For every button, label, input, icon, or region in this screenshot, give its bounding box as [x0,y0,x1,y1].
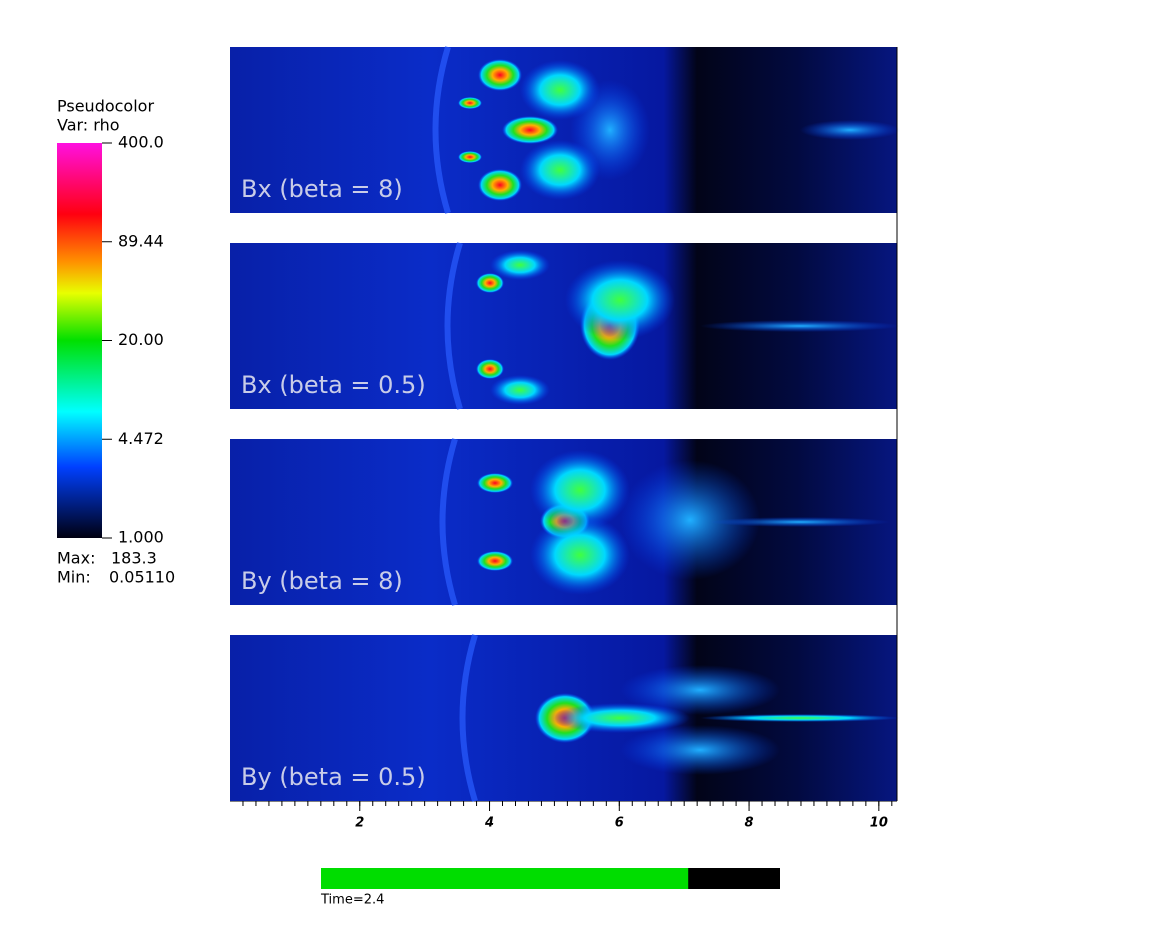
shock-front [459,634,478,802]
colorbar [57,143,102,538]
time-label: Time=2.4 [320,893,384,908]
density-feature [620,665,780,715]
legend-tick-label: 4.472 [118,429,164,448]
density-feature [530,515,630,595]
panel-label: Bx (beta = 8) [241,175,403,203]
density-feature [490,375,550,405]
shock-front [439,438,458,606]
legend-min-label: Min: [57,568,91,587]
density-feature [570,80,650,180]
panel: Bx (beta = 8) [230,46,900,243]
density-feature [476,273,504,293]
density-feature [700,320,900,332]
x-tick-label: 2 [355,816,364,831]
panel-label: By (beta = 0.5) [241,763,426,791]
legend-variable: Var: rho [57,116,120,135]
x-tick-label: 4 [484,816,494,831]
legend-tick-label: 1.000 [118,528,164,547]
density-feature [620,725,780,775]
x-tick-label: 10 [870,816,888,831]
legend-tick-label: 89.44 [118,231,164,250]
panel: By (beta = 8) [230,438,898,635]
legend-max: 183.3 [111,549,157,568]
x-tick-label: 6 [615,816,624,831]
legend-tick-label: 400.0 [118,133,164,152]
density-feature [502,116,558,144]
density-feature [477,551,513,571]
time-progress [321,868,689,889]
density-feature [565,260,675,340]
density-feature [710,517,890,527]
density-feature [458,151,482,163]
density-feature [476,359,504,379]
density-feature [800,120,900,140]
density-feature [478,59,522,91]
density-feature [477,473,513,493]
density-feature [530,450,630,530]
density-feature [620,460,760,580]
density-feature [700,714,900,722]
shock-front [444,242,463,410]
panel: By (beta = 0.5) [230,634,900,802]
panel-label: Bx (beta = 0.5) [241,371,426,399]
x-tick-label: 8 [745,816,754,831]
legend-tick-label: 20.00 [118,330,164,349]
density-feature [478,169,522,201]
legend-title: Pseudocolor [57,97,154,116]
density-feature [458,97,482,109]
legend-min: 0.05110 [109,568,175,587]
legend-max-label: Max: [57,549,95,568]
panel-label: By (beta = 8) [241,567,403,595]
panel: Bx (beta = 0.5) [230,242,900,439]
density-feature [490,250,550,280]
shock-front [432,46,451,214]
